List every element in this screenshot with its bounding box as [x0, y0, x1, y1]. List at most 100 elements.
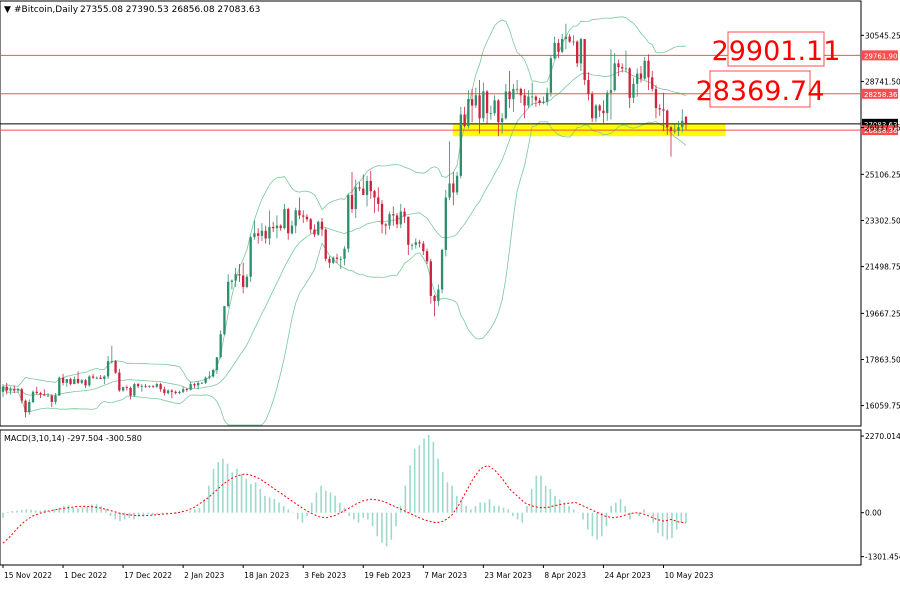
macd-bar — [685, 512, 687, 523]
macd-bar — [128, 512, 131, 518]
macd-bar — [147, 512, 149, 515]
macd-bar — [390, 512, 393, 540]
candle-body — [272, 226, 275, 229]
macd-bar — [222, 458, 224, 513]
candle-body — [9, 389, 12, 391]
x-tick-label: 19 Feb 2023 — [364, 571, 411, 580]
candle-body — [500, 118, 504, 123]
candle-body — [208, 376, 211, 378]
candle — [407, 216, 410, 256]
candle — [13, 385, 16, 394]
candle-body — [410, 244, 414, 246]
candle — [594, 104, 598, 123]
candle-body — [88, 376, 91, 386]
macd-bar — [259, 489, 262, 513]
candle — [654, 85, 658, 119]
macd-bar — [53, 509, 56, 513]
candle-body — [489, 113, 493, 114]
macd-bar — [175, 512, 177, 515]
candle-body — [95, 377, 98, 379]
candle — [388, 211, 391, 230]
candle-body — [136, 384, 140, 387]
candle — [140, 384, 144, 392]
macd-bar — [324, 490, 327, 513]
candle — [155, 382, 159, 388]
candle — [617, 59, 620, 77]
candle-body — [163, 389, 166, 394]
candle — [294, 207, 297, 234]
candle — [609, 49, 613, 120]
header-arrow-icon[interactable]: ▼ — [4, 5, 11, 15]
macd-bar — [334, 495, 336, 513]
candle-body — [545, 92, 549, 102]
candle-body — [504, 91, 508, 119]
candle — [681, 109, 684, 133]
macd-bar — [423, 438, 425, 513]
candle — [343, 246, 346, 266]
candle — [560, 33, 564, 54]
candle-body — [636, 73, 639, 84]
candle-body — [388, 214, 391, 226]
candle-body — [350, 194, 354, 210]
candle-body — [347, 194, 350, 249]
candle-body — [196, 382, 200, 386]
candle-body — [373, 191, 376, 198]
candle — [519, 87, 523, 103]
bollinger-upper-band — [2, 16, 686, 388]
candle — [73, 376, 76, 385]
candle — [403, 207, 406, 224]
header-symbol: #Bitcoin,Daily — [14, 5, 79, 15]
candle — [174, 390, 177, 395]
candle-body — [249, 237, 252, 277]
macd-bar — [20, 509, 23, 513]
candle-body — [538, 100, 541, 103]
macd-bar — [544, 485, 547, 513]
macd-bar — [619, 499, 622, 513]
candle — [639, 65, 643, 83]
candle — [76, 371, 80, 385]
candle-body — [302, 215, 305, 217]
macd-bar — [34, 510, 37, 513]
candle — [193, 382, 196, 388]
candle-body — [16, 389, 20, 391]
candle-body — [144, 385, 147, 387]
candle — [557, 39, 560, 59]
macd-bar — [441, 472, 444, 513]
macd-bar — [105, 509, 107, 513]
candle — [1, 384, 5, 397]
candle-body — [557, 42, 560, 52]
candle-body — [260, 230, 264, 236]
macd-bar — [250, 483, 252, 513]
price-axis: 30545.25 28741.50 26937.75 25106.25 23302.50… — [861, 31, 900, 411]
candle — [264, 225, 267, 244]
candle — [118, 368, 121, 392]
candle — [151, 385, 155, 388]
candle — [129, 386, 132, 400]
candle — [576, 40, 579, 68]
macd-bar — [25, 509, 28, 513]
candle — [28, 399, 31, 415]
candle — [287, 207, 290, 240]
macd-bar — [109, 512, 112, 517]
candle-body — [35, 391, 38, 394]
candle-body — [328, 258, 331, 263]
candle-body — [497, 100, 500, 123]
x-tick-label: 2 Jan 2023 — [184, 571, 224, 580]
candle-body — [73, 378, 76, 385]
candle — [500, 113, 504, 134]
candle-body — [448, 183, 451, 198]
macd-bar — [507, 509, 510, 513]
candle — [564, 23, 568, 50]
level-label-box — [862, 118, 898, 129]
candle — [482, 82, 485, 123]
candle — [493, 95, 496, 116]
candle — [253, 220, 256, 240]
candle-body — [313, 229, 316, 235]
candle — [347, 193, 350, 253]
level-label: 28258.36 — [864, 91, 898, 99]
macd-bar — [591, 512, 594, 537]
candle — [148, 385, 151, 388]
macd-bar — [278, 502, 280, 513]
price-tick-label: 19667.25 — [865, 309, 900, 318]
